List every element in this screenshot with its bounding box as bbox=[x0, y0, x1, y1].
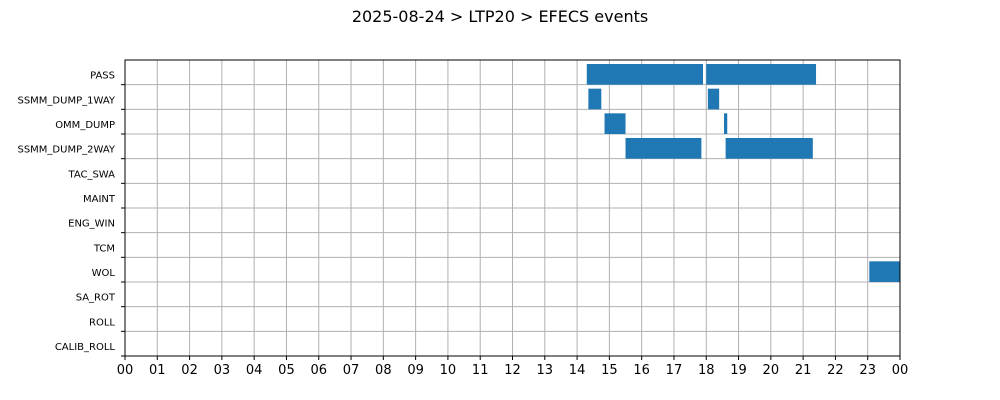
x-tick-label: 16 bbox=[633, 363, 650, 378]
x-tick-label: 08 bbox=[375, 363, 392, 378]
y-category-label: TCM bbox=[93, 243, 115, 254]
x-tick-label: 12 bbox=[504, 363, 521, 378]
event-bar bbox=[724, 113, 728, 134]
y-category-label: ENG_WIN bbox=[68, 219, 115, 230]
x-tick-label: 01 bbox=[149, 363, 166, 378]
x-tick-label: 00 bbox=[892, 363, 909, 378]
x-tick-label: 10 bbox=[440, 363, 457, 378]
event-bars bbox=[586, 64, 900, 282]
x-tick-label: 18 bbox=[698, 363, 715, 378]
y-category-label: SA_ROT bbox=[76, 293, 116, 304]
y-category-label: MAINT bbox=[83, 194, 116, 205]
event-bar bbox=[625, 138, 702, 159]
x-tick-label: 07 bbox=[343, 363, 360, 378]
x-tick-label: 20 bbox=[763, 363, 780, 378]
y-axis: PASS SSMM_DUMP_1WAY OMM_DUMP SSMM_DUMP_2WAY… bbox=[17, 71, 125, 357]
x-tick-label: 19 bbox=[730, 363, 747, 378]
y-category-label: TAC_SWA bbox=[67, 169, 115, 180]
y-category-label: ROLL bbox=[89, 317, 115, 328]
x-tick-label: 03 bbox=[214, 363, 231, 378]
x-tick-label: 11 bbox=[472, 363, 489, 378]
event-bar bbox=[707, 88, 720, 110]
event-bar bbox=[604, 113, 626, 134]
x-tick-label: 22 bbox=[827, 363, 844, 378]
x-tick-label: 17 bbox=[666, 363, 683, 378]
y-category-label: CALIB_ROLL bbox=[55, 342, 116, 353]
x-tick-label: 23 bbox=[859, 363, 876, 378]
event-bar bbox=[725, 138, 813, 159]
x-axis: 00 01 02 03 04 05 06 07 08 09 10 11 12 13 14 15 16 17 18 19… bbox=[117, 356, 909, 378]
event-bar bbox=[588, 88, 602, 110]
y-category-label: PASS bbox=[90, 71, 115, 82]
x-tick-label: 21 bbox=[795, 363, 812, 378]
event-bar bbox=[706, 64, 817, 85]
x-tick-label: 02 bbox=[181, 363, 198, 378]
y-category-label: SSMM_DUMP_1WAY bbox=[17, 95, 115, 106]
x-tick-label: 14 bbox=[569, 363, 586, 378]
chart-title: 2025-08-24 > LTP20 > EFECS events bbox=[352, 7, 648, 26]
x-tick-label: 04 bbox=[246, 363, 263, 378]
y-category-label: SSMM_DUMP_2WAY bbox=[17, 145, 115, 156]
x-tick-label: 15 bbox=[601, 363, 618, 378]
x-tick-label: 06 bbox=[310, 363, 327, 378]
y-category-label: WOL bbox=[92, 268, 116, 279]
event-bar bbox=[869, 261, 900, 282]
plot-frame bbox=[124, 59, 901, 357]
grid bbox=[124, 60, 901, 357]
x-tick-label: 09 bbox=[407, 363, 424, 378]
x-tick-label: 13 bbox=[537, 363, 554, 378]
x-tick-label: 05 bbox=[278, 363, 295, 378]
x-tick-label: 00 bbox=[117, 363, 134, 378]
event-bar bbox=[586, 64, 704, 85]
y-category-label: OMM_DUMP bbox=[55, 120, 115, 131]
